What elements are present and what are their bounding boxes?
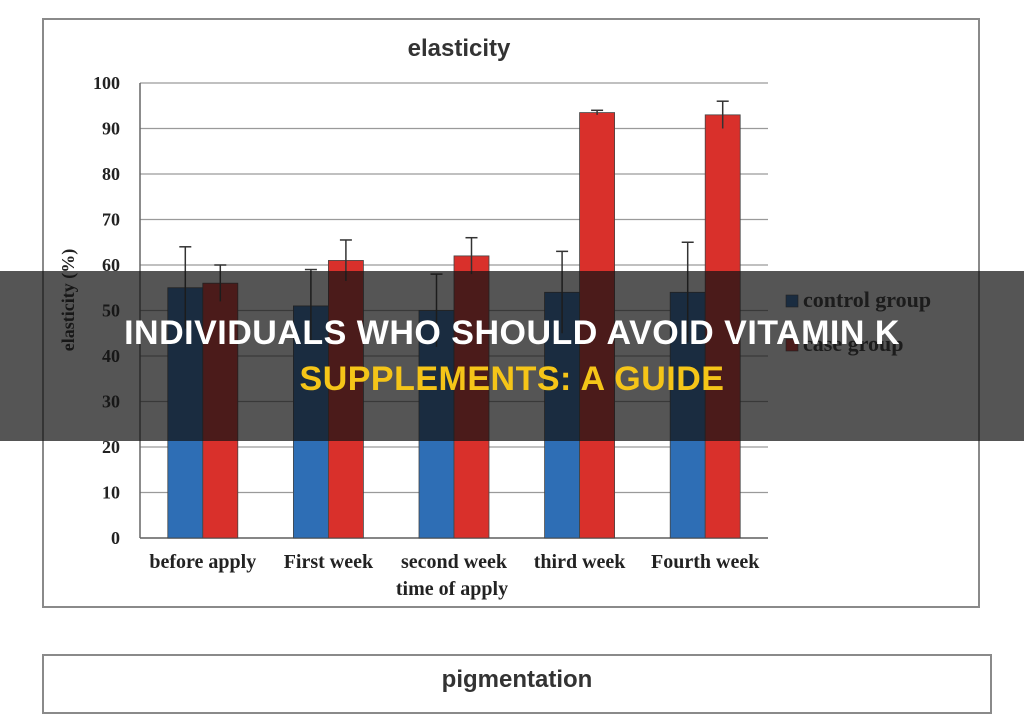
banner-line-2: SUPPLEMENTS: A GUIDE: [299, 360, 725, 398]
banner-text: INDIVIDUALS WHO SHOULD AVOID VITAMIN K S…: [124, 310, 900, 402]
chart-title: elasticity: [408, 35, 511, 62]
y-tick-label: 0: [111, 528, 120, 548]
title-banner: INDIVIDUALS WHO SHOULD AVOID VITAMIN K S…: [0, 271, 1024, 441]
second-chart-frame: pigmentation: [42, 654, 992, 714]
y-tick-label: 70: [102, 210, 120, 230]
y-tick-label: 90: [102, 119, 120, 139]
x-tick-label: First week: [284, 551, 374, 573]
y-tick-label: 80: [102, 164, 120, 184]
x-tick-label: before apply: [149, 551, 256, 573]
y-tick-label: 60: [102, 255, 120, 275]
x-axis-label: time of apply: [396, 578, 508, 600]
x-tick-label: Fourth week: [651, 551, 760, 573]
banner-line-1: INDIVIDUALS WHO SHOULD AVOID VITAMIN K: [124, 314, 900, 352]
second-chart-title: pigmentation: [441, 666, 593, 693]
x-tick-label: third week: [534, 551, 627, 573]
y-tick-label: 100: [93, 73, 120, 93]
x-tick-label: second week: [401, 551, 508, 573]
y-tick-label: 20: [102, 437, 120, 457]
y-tick-label: 10: [102, 483, 120, 503]
